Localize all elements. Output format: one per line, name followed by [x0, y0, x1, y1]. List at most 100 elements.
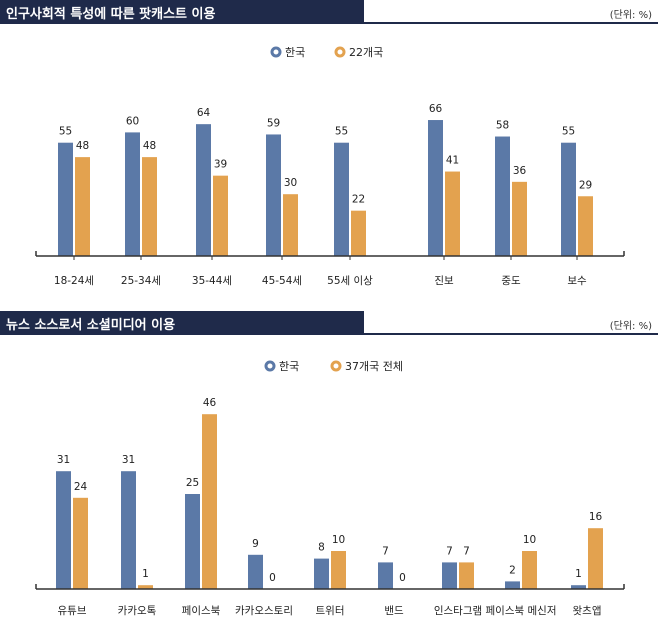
legend-item: 37개국 전체 — [330, 360, 403, 373]
unit-label: (단위: %) — [609, 10, 652, 21]
bar — [185, 494, 200, 589]
bar — [196, 124, 211, 256]
legend-marker — [264, 360, 276, 372]
data-label: 66 — [429, 103, 443, 115]
bar — [202, 414, 217, 589]
data-label: 0 — [269, 572, 276, 584]
data-label: 7 — [463, 545, 470, 557]
category-label: 45-54세 — [262, 275, 302, 287]
data-label: 55 — [335, 126, 348, 138]
header-line — [0, 333, 658, 335]
data-label: 1 — [142, 568, 149, 580]
category-label: 카카오톡 — [118, 605, 157, 617]
bar — [378, 562, 393, 589]
bar — [561, 142, 576, 256]
data-label: 48 — [76, 140, 89, 152]
chart-header: 인구사회적 특성에 따른 팟캐스트 이용 (단위: %) — [0, 0, 658, 24]
header-line — [0, 22, 658, 24]
category-label: 왓츠앱 — [573, 605, 602, 617]
category-label: 밴드 — [384, 605, 404, 617]
data-label: 39 — [214, 159, 227, 171]
unit-label: (단위: %) — [609, 321, 652, 332]
category-label: 인스타그램 — [434, 605, 482, 617]
header-bar — [0, 0, 364, 24]
category-label: 페이스북 메신저 — [486, 605, 557, 617]
bar — [248, 554, 263, 589]
bar — [459, 562, 474, 589]
data-label: 8 — [318, 542, 325, 554]
data-label: 60 — [126, 115, 139, 127]
social-media-bar-chart: 한국 37개국 전체 31 24 유튜브 31 1 카카오톡 25 46 페이스북 9 0 카카오스토리 8… — [35, 360, 625, 617]
data-label: 22 — [352, 194, 365, 206]
bar — [125, 132, 140, 256]
data-label: 25 — [186, 477, 199, 489]
bar — [445, 171, 460, 256]
legend-item: 한국 — [270, 46, 305, 59]
bar — [142, 157, 157, 256]
category-label: 35-44세 — [192, 275, 232, 287]
category-label: 페이스북 — [182, 605, 221, 617]
data-label: 29 — [579, 179, 592, 191]
data-label: 0 — [399, 572, 406, 584]
bar — [505, 581, 520, 589]
category-label: 카카오스토리 — [235, 605, 293, 617]
social-media-chart-panel: 뉴스 소스로서 소셜미디어 이용 (단위: %) 한국 37개국 전체 31 24 유튜… — [0, 311, 658, 632]
category-label: 보수 — [567, 275, 587, 287]
category-label: 25-34세 — [121, 275, 161, 287]
podcast-bar-chart: 한국 22개국 55 48 18-24세 60 48 25-34세 64 39 35-44세 59 30… — [35, 46, 625, 287]
chart-title: 뉴스 소스로서 소셜미디어 이용 — [6, 318, 176, 333]
legend-item: 22개국 — [334, 46, 383, 59]
data-label: 58 — [496, 120, 509, 132]
category-label: 중도 — [501, 275, 521, 287]
category-label: 진보 — [434, 275, 454, 287]
bar — [442, 562, 457, 589]
bar — [58, 142, 73, 256]
category-label: 유튜브 — [58, 605, 87, 617]
data-label: 64 — [197, 107, 211, 119]
data-label: 7 — [382, 545, 389, 557]
data-label: 30 — [284, 177, 297, 189]
data-label: 48 — [143, 140, 156, 152]
data-label: 31 — [122, 454, 135, 466]
data-label: 7 — [446, 545, 453, 557]
bar — [578, 196, 593, 256]
bar — [512, 181, 527, 256]
bar — [588, 528, 603, 589]
bar — [266, 134, 281, 256]
bar — [334, 142, 349, 256]
data-label: 16 — [589, 511, 603, 523]
chart-title: 인구사회적 특성에 따른 팟캐스트 이용 — [6, 7, 216, 22]
category-label: 55세 이상 — [327, 275, 373, 287]
legend-marker — [330, 360, 342, 372]
data-label: 2 — [509, 564, 516, 576]
bar — [331, 551, 346, 589]
bar — [428, 120, 443, 256]
header-bar — [0, 311, 364, 335]
legend-label: 22개국 — [349, 46, 383, 59]
category-label: 18-24세 — [54, 275, 94, 287]
data-label: 1 — [575, 568, 582, 580]
bar — [73, 497, 88, 589]
legend-label: 한국 — [285, 46, 305, 59]
data-label: 31 — [57, 454, 70, 466]
bar — [495, 136, 510, 256]
data-label: 10 — [523, 534, 536, 546]
bar — [75, 157, 90, 256]
bar — [213, 175, 228, 256]
data-label: 55 — [59, 126, 72, 138]
bar — [121, 471, 136, 589]
data-label: 59 — [267, 117, 280, 129]
data-label: 41 — [446, 155, 459, 167]
chart-header: 뉴스 소스로서 소셜미디어 이용 (단위: %) — [0, 311, 658, 335]
bar — [283, 194, 298, 256]
bar — [351, 210, 366, 256]
bar — [314, 558, 329, 589]
category-label: 트위터 — [316, 604, 345, 617]
data-label: 10 — [332, 534, 345, 546]
legend-label: 37개국 전체 — [345, 360, 403, 373]
bar — [138, 585, 153, 589]
bar — [56, 471, 71, 589]
legend-marker — [334, 46, 346, 58]
legend-label: 한국 — [279, 360, 299, 373]
podcast-chart-panel: 인구사회적 특성에 따른 팟캐스트 이용 (단위: %) 한국 22개국 55 48 1… — [0, 0, 658, 300]
